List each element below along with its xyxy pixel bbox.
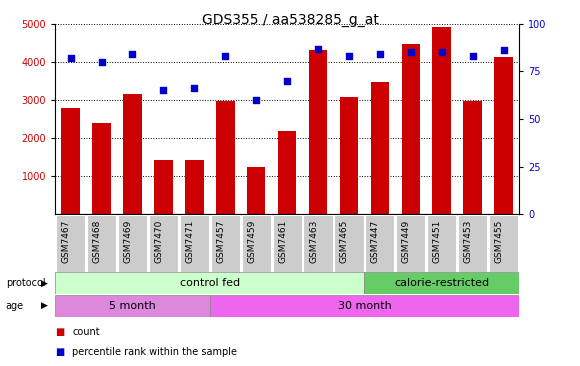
Bar — [247, 167, 266, 214]
Bar — [216, 101, 234, 214]
Bar — [278, 131, 296, 214]
Text: ▶: ▶ — [41, 301, 48, 310]
Text: GSM7447: GSM7447 — [371, 219, 380, 263]
Bar — [463, 101, 482, 214]
Bar — [154, 160, 173, 214]
Bar — [118, 215, 147, 272]
Point — [66, 55, 75, 61]
Bar — [371, 82, 389, 214]
Bar — [55, 272, 364, 294]
Text: GSM7470: GSM7470 — [154, 219, 164, 263]
Point — [128, 51, 137, 57]
Text: 5 month: 5 month — [109, 300, 156, 311]
Bar — [489, 215, 518, 272]
Point — [220, 53, 230, 59]
Bar — [55, 295, 210, 317]
Text: percentile rank within the sample: percentile rank within the sample — [72, 347, 237, 357]
Point — [159, 87, 168, 93]
Text: ■: ■ — [55, 347, 64, 357]
Point — [406, 49, 415, 55]
Bar — [92, 123, 111, 214]
Text: ▶: ▶ — [41, 279, 48, 287]
Bar — [309, 51, 327, 214]
Text: GSM7455: GSM7455 — [495, 219, 503, 263]
Bar — [340, 97, 358, 214]
Bar — [185, 160, 204, 214]
Bar — [433, 27, 451, 214]
Text: ■: ■ — [55, 327, 64, 337]
Point — [282, 78, 292, 84]
Text: GSM7468: GSM7468 — [92, 219, 101, 263]
Text: GSM7449: GSM7449 — [402, 219, 411, 263]
Text: GSM7469: GSM7469 — [124, 219, 132, 263]
Text: GSM7465: GSM7465 — [340, 219, 349, 263]
Text: protocol: protocol — [6, 278, 45, 288]
Bar — [365, 215, 394, 272]
Bar — [123, 94, 142, 214]
Bar — [494, 57, 513, 214]
Bar — [242, 215, 271, 272]
Text: GSM7451: GSM7451 — [433, 219, 442, 263]
Text: count: count — [72, 327, 100, 337]
Bar — [401, 44, 420, 214]
Bar — [458, 215, 487, 272]
Point — [375, 51, 385, 57]
Text: age: age — [6, 300, 24, 311]
Text: control fed: control fed — [180, 278, 240, 288]
Bar — [211, 215, 240, 272]
Text: GSM7459: GSM7459 — [247, 219, 256, 263]
Point — [499, 48, 508, 53]
Point — [437, 49, 447, 55]
Point — [252, 97, 261, 103]
Point — [313, 46, 322, 52]
Bar — [303, 215, 332, 272]
Text: GSM7467: GSM7467 — [61, 219, 71, 263]
Bar — [210, 295, 519, 317]
Bar — [396, 215, 425, 272]
Bar — [56, 215, 85, 272]
Point — [97, 59, 106, 65]
Bar — [149, 215, 178, 272]
Text: GDS355 / aa538285_g_at: GDS355 / aa538285_g_at — [202, 13, 378, 27]
Text: calorie-restricted: calorie-restricted — [394, 278, 490, 288]
Text: GSM7471: GSM7471 — [185, 219, 194, 263]
Point — [468, 53, 477, 59]
Text: GSM7453: GSM7453 — [463, 219, 473, 263]
Text: GSM7463: GSM7463 — [309, 219, 318, 263]
Bar — [273, 215, 302, 272]
Bar — [335, 215, 364, 272]
Bar — [364, 272, 519, 294]
Point — [345, 53, 354, 59]
Text: GSM7461: GSM7461 — [278, 219, 287, 263]
Text: 30 month: 30 month — [338, 300, 392, 311]
Bar — [61, 108, 80, 214]
Bar — [87, 215, 116, 272]
Bar — [180, 215, 209, 272]
Point — [190, 86, 199, 92]
Bar — [427, 215, 456, 272]
Text: GSM7457: GSM7457 — [216, 219, 225, 263]
